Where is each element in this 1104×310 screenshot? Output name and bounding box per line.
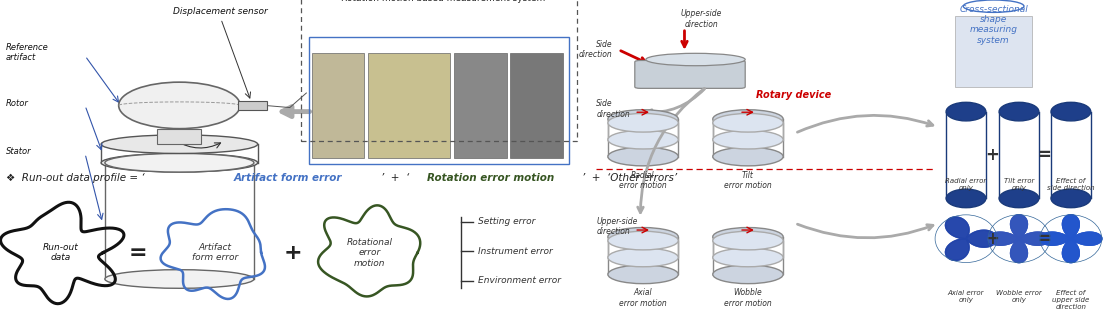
Ellipse shape — [713, 147, 783, 166]
Text: ’  +  ‘Other errors’: ’ + ‘Other errors’ — [582, 173, 677, 183]
Ellipse shape — [608, 131, 678, 149]
Text: Environment error: Environment error — [478, 276, 561, 285]
Polygon shape — [1040, 215, 1102, 263]
Text: +: + — [986, 146, 999, 164]
Ellipse shape — [608, 110, 678, 128]
Polygon shape — [1040, 215, 1102, 263]
Text: Upper-side
direction: Upper-side direction — [596, 217, 637, 237]
Text: Reference
artifact: Reference artifact — [6, 43, 49, 62]
FancyBboxPatch shape — [955, 16, 1032, 87]
Ellipse shape — [713, 131, 783, 149]
Text: Axial error
only: Axial error only — [947, 290, 985, 303]
Polygon shape — [988, 215, 1050, 263]
Text: Axial
error motion: Axial error motion — [619, 288, 667, 308]
Polygon shape — [945, 217, 997, 260]
Text: Artifact form error: Artifact form error — [234, 173, 342, 183]
Ellipse shape — [105, 270, 254, 288]
Text: Upper-side
direction: Upper-side direction — [680, 9, 722, 29]
Ellipse shape — [608, 228, 678, 246]
Ellipse shape — [1051, 102, 1091, 121]
Ellipse shape — [713, 265, 783, 284]
Text: =: = — [1038, 146, 1051, 164]
Ellipse shape — [102, 153, 257, 172]
Ellipse shape — [713, 113, 783, 132]
Text: +: + — [986, 230, 999, 248]
Ellipse shape — [646, 53, 745, 66]
Polygon shape — [1040, 215, 1102, 263]
FancyBboxPatch shape — [635, 60, 745, 88]
Text: Rotor: Rotor — [6, 99, 29, 108]
FancyBboxPatch shape — [238, 101, 267, 110]
Ellipse shape — [946, 102, 986, 121]
Ellipse shape — [713, 228, 783, 246]
Ellipse shape — [713, 231, 783, 250]
Text: ❖  Run-out data profile = ‘: ❖ Run-out data profile = ‘ — [6, 173, 145, 183]
Ellipse shape — [713, 110, 783, 128]
Ellipse shape — [608, 147, 678, 166]
Text: Effect of
upper side
direction: Effect of upper side direction — [1052, 290, 1090, 310]
Ellipse shape — [608, 231, 678, 250]
FancyBboxPatch shape — [510, 53, 563, 158]
Text: Rotation motion based measurement system: Rotation motion based measurement system — [341, 0, 545, 3]
Text: Radial error
only: Radial error only — [945, 178, 987, 191]
Ellipse shape — [608, 113, 678, 132]
Text: Wobble
error motion: Wobble error motion — [724, 288, 772, 308]
FancyBboxPatch shape — [454, 53, 507, 158]
Text: Rotational
error
motion: Rotational error motion — [347, 238, 393, 268]
Text: Effect of
side direction: Effect of side direction — [1047, 178, 1095, 191]
Ellipse shape — [713, 248, 783, 267]
Polygon shape — [1040, 215, 1102, 263]
Ellipse shape — [105, 153, 254, 172]
Text: Rotary device: Rotary device — [756, 90, 831, 100]
Ellipse shape — [608, 265, 678, 284]
Ellipse shape — [946, 189, 986, 208]
Polygon shape — [945, 217, 997, 260]
Ellipse shape — [608, 248, 678, 267]
Ellipse shape — [1051, 189, 1091, 208]
Text: Wobble error
only: Wobble error only — [996, 290, 1042, 303]
Ellipse shape — [999, 189, 1039, 208]
Polygon shape — [988, 215, 1050, 263]
Text: Cross-sectional
shape
measuring
system: Cross-sectional shape measuring system — [959, 5, 1028, 45]
FancyBboxPatch shape — [158, 129, 202, 144]
Text: Stator: Stator — [6, 147, 31, 157]
Text: ’  +  ‘: ’ + ‘ — [381, 173, 410, 183]
FancyBboxPatch shape — [312, 53, 364, 158]
Polygon shape — [945, 217, 997, 260]
Text: Tilt error
only: Tilt error only — [1004, 178, 1034, 191]
Text: =: = — [129, 243, 147, 263]
Polygon shape — [988, 215, 1050, 263]
Ellipse shape — [102, 135, 257, 153]
Text: Instrument error: Instrument error — [478, 246, 553, 256]
Text: Tilt
error motion: Tilt error motion — [724, 170, 772, 190]
Text: Run-out
data: Run-out data — [43, 243, 78, 262]
Text: Artifact
form error: Artifact form error — [192, 243, 238, 262]
Text: Side
direction: Side direction — [596, 99, 630, 119]
Polygon shape — [988, 215, 1050, 263]
Text: Radial
error motion: Radial error motion — [619, 170, 667, 190]
Ellipse shape — [119, 82, 241, 129]
Text: Rotation error motion: Rotation error motion — [427, 173, 554, 183]
Text: =: = — [1038, 230, 1051, 248]
FancyBboxPatch shape — [368, 53, 450, 158]
Ellipse shape — [999, 102, 1039, 121]
Text: Displacement sensor: Displacement sensor — [173, 7, 268, 16]
Text: Side
direction: Side direction — [578, 40, 613, 59]
Text: +: + — [284, 243, 301, 263]
Text: Setting error: Setting error — [478, 217, 535, 226]
